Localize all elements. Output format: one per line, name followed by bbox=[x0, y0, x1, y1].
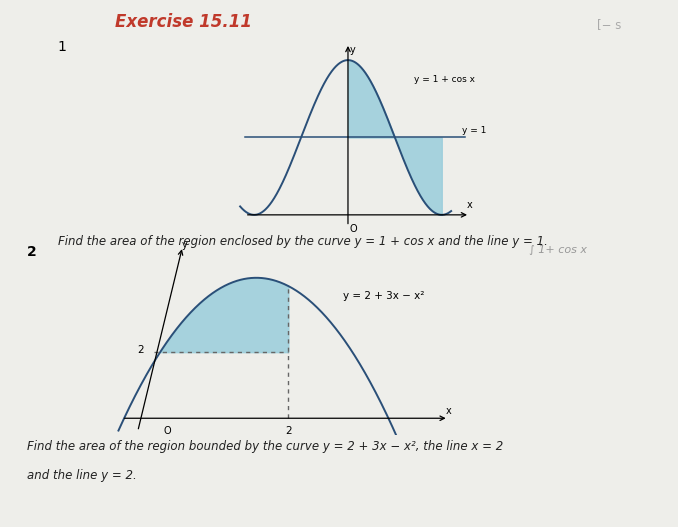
Text: Find the area of the region enclosed by the curve y = 1 + cos x and the line y =: Find the area of the region enclosed by … bbox=[58, 235, 548, 248]
Text: ∫ 1+ cos x: ∫ 1+ cos x bbox=[529, 245, 587, 255]
Text: x: x bbox=[467, 200, 473, 210]
Text: Find the area of the region bounded by the curve y = 2 + 3x − x², the line x = 2: Find the area of the region bounded by t… bbox=[27, 440, 503, 453]
Text: 2: 2 bbox=[285, 425, 292, 435]
Text: y: y bbox=[182, 240, 187, 250]
Text: 1: 1 bbox=[58, 40, 66, 54]
Text: and the line y = 2.: and the line y = 2. bbox=[27, 469, 137, 482]
Text: 2: 2 bbox=[27, 245, 37, 259]
Text: x: x bbox=[445, 406, 451, 416]
Text: y = 1: y = 1 bbox=[462, 126, 487, 135]
Text: O: O bbox=[349, 224, 357, 234]
Text: y = 1 + cos x: y = 1 + cos x bbox=[414, 75, 475, 84]
Text: y: y bbox=[349, 45, 355, 55]
Text: [− s: [− s bbox=[597, 18, 621, 32]
Text: O: O bbox=[163, 425, 171, 435]
Text: Exercise 15.11: Exercise 15.11 bbox=[115, 13, 252, 31]
Text: y = 2 + 3x − x²: y = 2 + 3x − x² bbox=[343, 291, 424, 301]
Text: 2: 2 bbox=[138, 346, 144, 356]
